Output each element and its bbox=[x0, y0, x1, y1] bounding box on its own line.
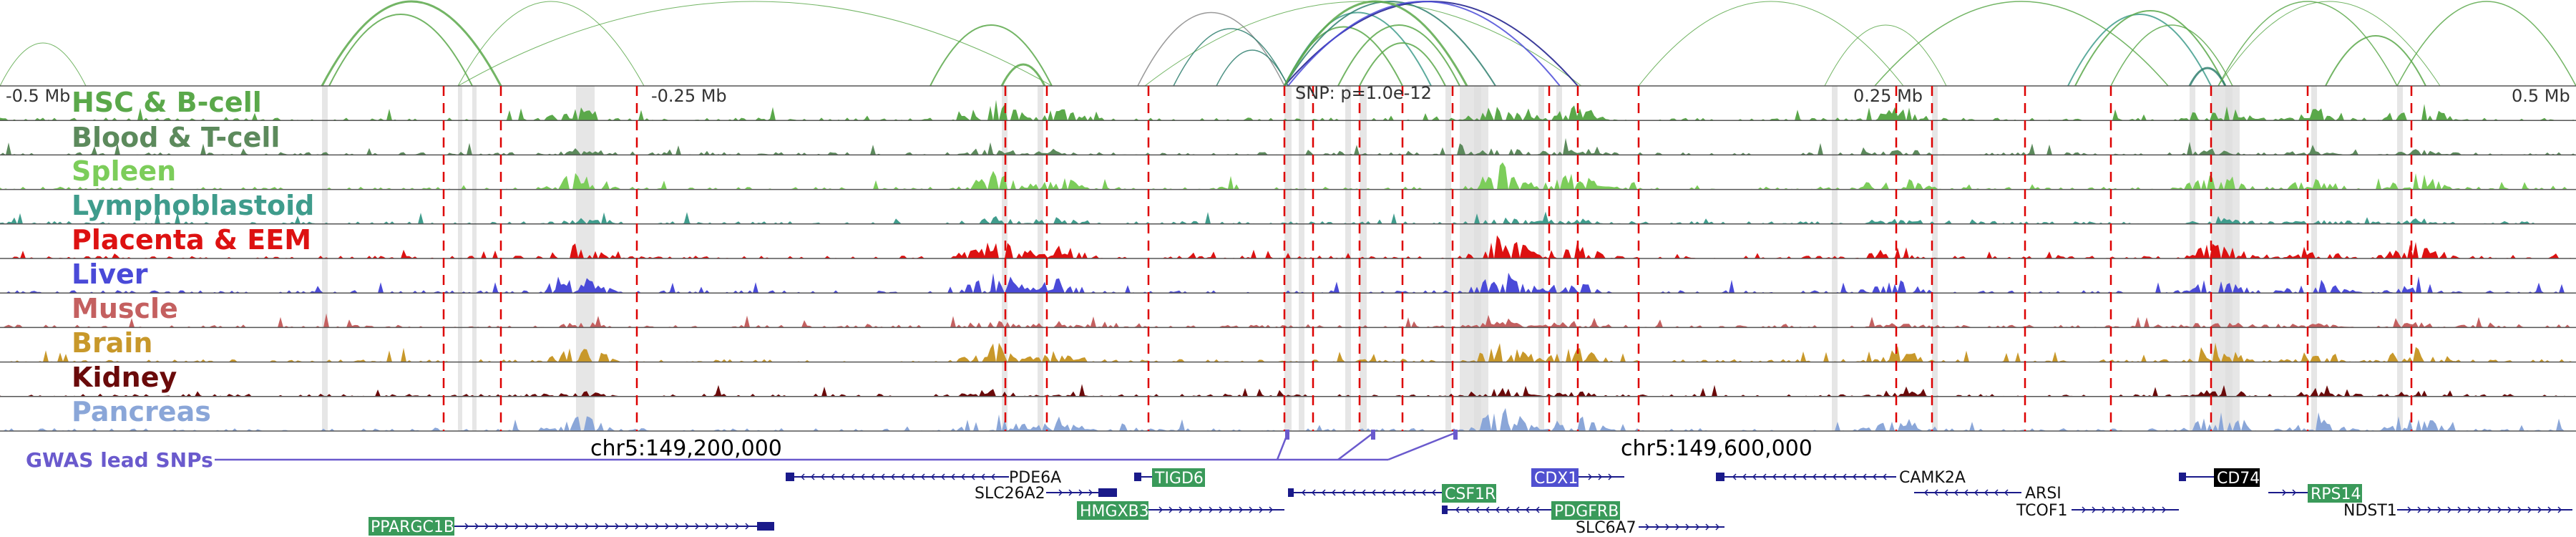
interaction-arc bbox=[1824, 24, 1947, 87]
interaction-arc bbox=[328, 14, 473, 87]
interaction-arc bbox=[2110, 24, 2233, 87]
track-label-liver: Liver bbox=[72, 258, 148, 290]
gene-slc6a7[interactable]: SLC6A7 bbox=[1576, 519, 1724, 537]
track-label-kidney: Kidney bbox=[72, 362, 177, 393]
epigenome-tracks bbox=[0, 85, 2576, 432]
track-label-muscle: Muscle bbox=[72, 293, 178, 324]
interaction-arc bbox=[1638, 1, 1904, 87]
interaction-arc bbox=[1283, 0, 1468, 87]
track-label-spleen: Spleen bbox=[72, 155, 176, 187]
axis-tick-label-0: -0.5 Mb bbox=[6, 86, 70, 106]
interaction-arc bbox=[0, 42, 87, 87]
interaction-arc bbox=[2325, 35, 2426, 87]
gene-label-csf1r: CSF1R bbox=[1445, 485, 1496, 503]
coordinate-label-0: chr5:149,200,000 bbox=[590, 436, 782, 461]
gwas-lead-snps-row: GWAS lead SNPs bbox=[26, 430, 1458, 472]
gene-arsi[interactable]: ARSI bbox=[1914, 485, 2062, 503]
gene-label-hmgxb3: HMGXB3 bbox=[1080, 503, 1149, 521]
track-label-blood: Blood & T-cell bbox=[72, 122, 280, 153]
axis-tick-label-3: 0.25 Mb bbox=[1853, 86, 1923, 106]
interaction-arc bbox=[2067, 14, 2212, 87]
gene-label-slc6a7: SLC6A7 bbox=[1576, 519, 1636, 537]
coordinate-label-1: chr5:149,600,000 bbox=[1621, 436, 1813, 461]
gene-label-pde6a: PDE6A bbox=[1009, 469, 1061, 487]
gene-label-ndst1: NDST1 bbox=[2343, 502, 2397, 520]
gene-hmgxb3[interactable]: HMGXB3 bbox=[1077, 501, 1284, 521]
interaction-arc bbox=[457, 1, 645, 87]
track-label-lymphoblastoid: Lymphoblastoid bbox=[72, 190, 314, 221]
interaction-arc bbox=[2396, 1, 2576, 87]
gene-cd74[interactable]: CD74 bbox=[2179, 468, 2260, 488]
interaction-arc bbox=[1137, 11, 1285, 87]
gene-rps14[interactable]: RPS14 bbox=[2268, 484, 2362, 503]
gene-label-arsi: ARSI bbox=[2025, 485, 2062, 503]
gene-label-slc26a2: SLC26A2 bbox=[975, 485, 1045, 503]
axis-tick-label-2: SNP: p=1.0e-12 bbox=[1295, 83, 1432, 103]
gene-csf1r[interactable]: CSF1R bbox=[1288, 484, 1496, 503]
gene-slc26a2[interactable]: SLC26A2 bbox=[975, 485, 1117, 503]
interaction-arc bbox=[1000, 63, 1046, 87]
gene-label-camk2a: CAMK2A bbox=[1899, 469, 1966, 487]
interaction-arc bbox=[1874, 1, 2169, 87]
gene-label-cdx1: CDX1 bbox=[1534, 470, 1578, 488]
gene-label-tigd6: TIGD6 bbox=[1154, 470, 1204, 488]
gwas-snp-marker-lines bbox=[442, 86, 2413, 431]
interaction-arc bbox=[930, 24, 1053, 87]
interaction-arc bbox=[1284, 1, 1496, 87]
interaction-arc bbox=[1173, 28, 1289, 87]
track-label-placenta: Placenta & EEM bbox=[72, 224, 311, 256]
interaction-arc bbox=[1144, 1, 1582, 87]
gene-label-ppargc1b: PPARGC1B bbox=[371, 518, 454, 536]
gene-label-pdgfrb: PDGFRB bbox=[1554, 503, 1619, 521]
gene-pdgfrb[interactable]: PDGFRB bbox=[1442, 501, 1620, 521]
gene-camk2a[interactable]: CAMK2A bbox=[1716, 469, 1966, 487]
gene-ndst1[interactable]: NDST1 bbox=[2343, 502, 2572, 520]
track-labels: HSC & B-cell Blood & T-cell Spleen Lymph… bbox=[72, 87, 314, 427]
interaction-arc bbox=[2218, 1, 2441, 87]
axis-tick-label-1: -0.25 Mb bbox=[651, 86, 727, 106]
interaction-arc bbox=[1359, 42, 1446, 87]
interaction-arc bbox=[2074, 10, 2226, 87]
gene-label-rps14: RPS14 bbox=[2311, 485, 2361, 503]
gene-tigd6[interactable]: TIGD6 bbox=[1134, 468, 1205, 488]
gene-pde6a[interactable]: PDE6A bbox=[786, 469, 1061, 487]
gene-annotation-track: PDE6A TIGD6 SLC26A2 HMGXB3 PPARGC1B bbox=[369, 468, 2572, 537]
interaction-arc bbox=[2218, 1, 2398, 87]
interaction-arc bbox=[1287, 1, 1561, 87]
track-label-hsc: HSC & B-cell bbox=[72, 87, 262, 118]
gene-ppargc1b[interactable]: PPARGC1B bbox=[369, 517, 774, 536]
axis-tick-label-4: 0.5 Mb bbox=[2512, 86, 2570, 106]
gene-label-tcof1: TCOF1 bbox=[2016, 502, 2067, 520]
interaction-arc bbox=[1337, 24, 1460, 87]
track-label-brain: Brain bbox=[72, 327, 152, 359]
gene-label-cd74: CD74 bbox=[2217, 470, 2260, 488]
interaction-arc bbox=[457, 1, 1053, 87]
interaction-arc bbox=[321, 0, 502, 87]
gwas-lead-snps-label: GWAS lead SNPs bbox=[26, 448, 213, 472]
chromatin-interaction-arcs bbox=[0, 0, 2576, 87]
interaction-arc bbox=[1216, 49, 1289, 87]
track-label-pancreas: Pancreas bbox=[72, 396, 211, 427]
